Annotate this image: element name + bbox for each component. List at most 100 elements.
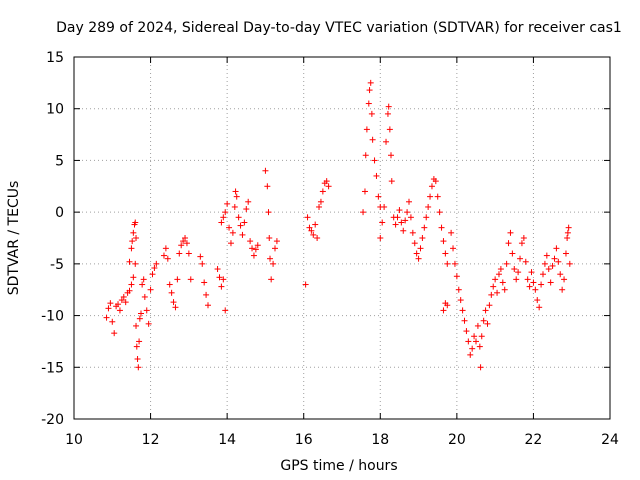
data-point [444,260,451,267]
data-point [270,260,277,267]
data-point [226,224,233,231]
y-tick-label: -5 [50,257,64,273]
data-point [267,255,274,262]
data-point [239,231,246,238]
data-point [455,286,462,293]
data-point [469,345,476,352]
data-point [182,235,189,241]
data-point [448,229,455,236]
data-point [415,255,422,262]
data-point [141,293,148,300]
data-point [444,302,451,309]
data-point [232,188,239,195]
data-point [477,364,484,371]
data-point [490,283,497,290]
data-point [451,260,458,267]
data-point [528,269,535,276]
data-point [517,255,524,262]
data-point [522,258,529,265]
data-point [394,214,401,221]
data-point [465,338,472,345]
data-point [507,229,514,236]
data-point [185,250,192,257]
data-point [241,219,248,226]
data-point [538,281,545,288]
data-point [231,203,238,210]
data-point [553,245,560,252]
data-point [476,343,483,350]
y-tick-label: -15 [41,360,64,376]
data-point [218,219,225,226]
x-tick-label: 16 [295,432,313,448]
data-point [379,219,386,226]
data-point [555,258,562,265]
data-point [524,276,531,283]
data-point [178,242,185,249]
data-point [440,238,447,245]
data-point [262,167,269,174]
data-point [245,198,252,205]
y-tick-label: -20 [41,412,64,428]
data-point [518,240,525,247]
data-point [153,260,160,267]
x-tick-label: 24 [601,432,619,448]
data-point [308,227,315,234]
data-point [218,283,225,290]
data-point [404,209,411,216]
data-point [561,276,568,283]
data-point [227,240,234,247]
data-point [564,235,571,241]
data-point [438,224,445,231]
data-point [363,126,370,133]
data-point [160,252,167,259]
data-point [172,304,179,311]
data-point [317,198,324,205]
x-tick-label: 22 [525,432,543,448]
data-point [396,207,403,214]
data-point [453,273,460,280]
data-point [116,307,123,314]
data-point [310,231,317,238]
data-point [369,136,376,143]
data-point [133,235,140,241]
data-point [423,214,430,221]
x-tick-label: 10 [65,432,83,448]
data-point [543,252,550,259]
data-point [474,322,481,329]
data-point [205,302,211,309]
data-point [129,238,136,245]
data-point [103,314,110,321]
data-point [536,304,543,311]
data-point [388,152,395,159]
data-point [540,271,546,278]
data-point [360,209,367,216]
data-point [373,172,380,179]
data-point [436,209,443,216]
data-point [375,193,382,200]
data-point [107,300,114,307]
data-point [559,286,566,293]
grid-layer [74,57,610,419]
y-axis-title: SDTVAR / TECUs [6,181,22,296]
data-point [250,252,257,259]
data-point [147,286,154,293]
data-point [557,271,564,278]
data-point [162,245,169,252]
data-point [149,271,156,278]
data-point [384,110,391,117]
data-point [400,227,407,234]
x-tick-label: 20 [448,432,466,448]
data-point [273,238,280,245]
data-point [183,240,190,247]
data-point [265,209,272,216]
data-point [130,274,137,281]
data-point [411,240,418,247]
data-point [547,279,554,286]
y-tick-label: -10 [41,309,64,325]
data-point [566,260,573,267]
data-point [134,356,141,363]
data-point [532,286,539,293]
data-point [254,242,261,249]
data-point [503,260,510,267]
